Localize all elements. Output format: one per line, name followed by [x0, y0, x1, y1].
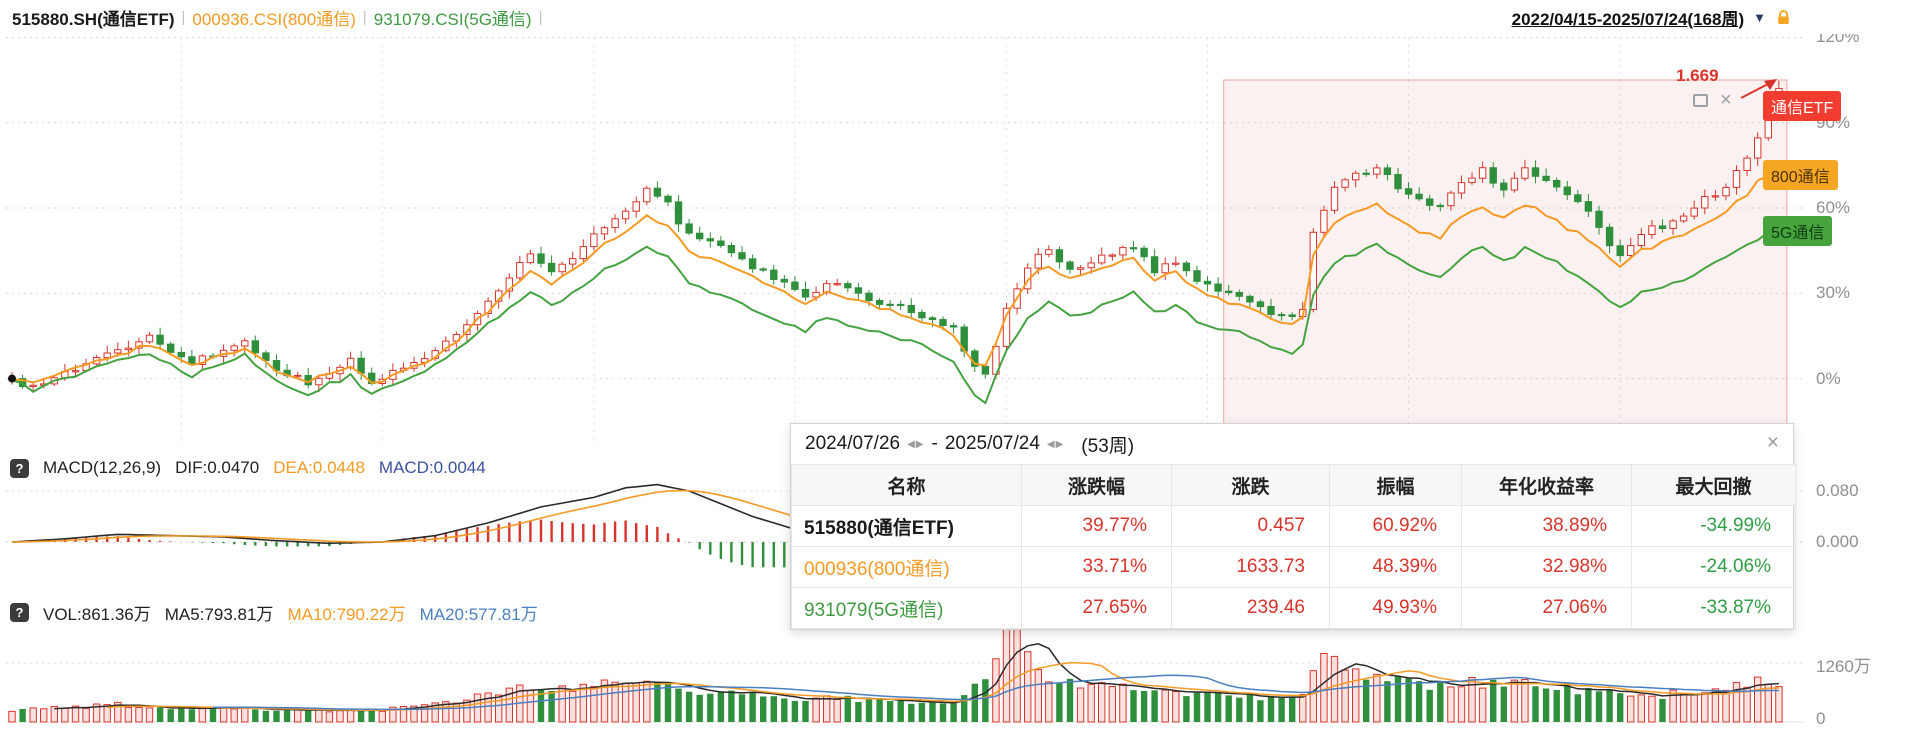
top-bar: 515880.SH(通信ETF) | 000936.CSI(800通信) | 9… — [0, 0, 1920, 34]
macd-label-row: ? MACD(12,26,9) DIF:0.0470 DEA:0.0448 MA… — [10, 458, 486, 478]
range-dash: - — [931, 433, 937, 455]
selection-close-icon[interactable]: × — [1720, 90, 1732, 110]
value-cell: 1633.73 — [1172, 547, 1330, 588]
symbol-tab-000936[interactable]: 000936.CSI(800通信) — [192, 5, 355, 30]
range-end-stepper-icon[interactable]: ◀▶ — [1047, 439, 1064, 450]
col-header: 名称 — [792, 465, 1022, 506]
y-axis-label-30: 30% — [1816, 283, 1850, 303]
value-cell: 38.89% — [1462, 506, 1632, 547]
value-cell: 0.457 — [1172, 506, 1330, 547]
volume-chart[interactable] — [0, 622, 1920, 727]
macd-axis-label-high: 0.080 — [1816, 481, 1859, 501]
vol-value: VOL:861.36万 — [43, 600, 151, 625]
help-icon[interactable]: ? — [10, 603, 29, 622]
popup-header: 2024/07/26 ◀▶ - 2025/07/24 ◀▶ (53周) × — [791, 424, 1793, 464]
table-row: 931079(5G通信) 27.65% 239.46 49.93% 27.06%… — [792, 588, 1796, 629]
series-badge-etf[interactable]: 通信ETF — [1763, 91, 1841, 121]
date-range-controls: 2022/04/15-2025/07/24(168周) ▼ — [1512, 0, 1792, 34]
value-cell: 27.65% — [1022, 588, 1172, 629]
col-header: 涨跌幅 — [1022, 465, 1172, 506]
popup-close-icon[interactable]: × — [1767, 432, 1779, 453]
range-stats-popup: 2024/07/26 ◀▶ - 2025/07/24 ◀▶ (53周) × 名称… — [790, 423, 1794, 630]
value-cell: 239.46 — [1172, 588, 1330, 629]
value-cell: -33.87% — [1632, 588, 1796, 629]
value-cell: -34.99% — [1632, 506, 1796, 547]
value-cell: 27.06% — [1462, 588, 1632, 629]
range-end-date: 2025/07/24 — [945, 433, 1040, 455]
name-cell: 931079(5G通信) — [792, 588, 1022, 629]
col-header: 年化收益率 — [1462, 465, 1632, 506]
y-axis-label-60: 60% — [1816, 198, 1850, 218]
value-cell: -24.06% — [1632, 547, 1796, 588]
selection-controls: × — [1693, 90, 1732, 110]
table-row: 000936(800通信) 33.71% 1633.73 48.39% 32.9… — [792, 547, 1796, 588]
value-cell: 48.39% — [1330, 547, 1462, 588]
value-cell: 60.92% — [1330, 506, 1462, 547]
range-stats-table: 名称 涨跌幅 涨跌 振幅 年化收益率 最大回撤 515880(通信ETF) 39… — [791, 464, 1796, 629]
symbol-tab-931079[interactable]: 931079.CSI(5G通信) — [374, 5, 532, 30]
value-cell: 32.98% — [1462, 547, 1632, 588]
range-start-date: 2024/07/26 — [805, 433, 900, 455]
chevron-down-icon[interactable]: ▼ — [1753, 10, 1766, 25]
vol-ma20-value: MA20:577.81万 — [420, 600, 538, 625]
macd-hist-value: MACD:0.0044 — [379, 458, 486, 478]
vol-axis-label-high: 1260万 — [1816, 652, 1871, 677]
save-image-icon[interactable] — [1693, 94, 1708, 107]
series-badge-5g[interactable]: 5G通信 — [1763, 216, 1832, 246]
range-week-count: (53周) — [1081, 431, 1134, 458]
y-axis-label-0: 0% — [1816, 369, 1841, 389]
macd-axis-label-zero: 0.000 — [1816, 532, 1859, 552]
vol-ma10-value: MA10:790.22万 — [287, 600, 405, 625]
name-cell: 000936(800通信) — [792, 547, 1022, 588]
range-start-stepper-icon[interactable]: ◀▶ — [907, 439, 924, 450]
macd-dif-value: DIF:0.0470 — [175, 458, 259, 478]
symbol-tab-515880[interactable]: 515880.SH(通信ETF) — [12, 5, 175, 30]
value-cell: 49.93% — [1330, 588, 1462, 629]
col-header: 最大回撤 — [1632, 465, 1796, 506]
name-cell: 515880(通信ETF) — [792, 506, 1022, 547]
col-header: 涨跌 — [1172, 465, 1330, 506]
date-range-label[interactable]: 2022/04/15-2025/07/24(168周) — [1512, 5, 1745, 30]
vol-axis-label-zero: 0 — [1816, 709, 1825, 729]
value-cell: 33.71% — [1022, 547, 1172, 588]
col-header: 振幅 — [1330, 465, 1462, 506]
table-header-row: 名称 涨跌幅 涨跌 振幅 年化收益率 最大回撤 — [792, 465, 1796, 506]
volume-label-row: ? VOL:861.36万 MA5:793.81万 MA10:790.22万 M… — [10, 600, 538, 625]
vol-ma5-value: MA5:793.81万 — [165, 600, 274, 625]
lock-icon[interactable] — [1775, 9, 1792, 26]
separator: | — [363, 9, 367, 26]
table-row: 515880(通信ETF) 39.77% 0.457 60.92% 38.89%… — [792, 506, 1796, 547]
main-price-chart[interactable] — [0, 34, 1920, 464]
value-cell: 39.77% — [1022, 506, 1172, 547]
last-price-label: 1.669 — [1676, 66, 1719, 86]
series-badge-800[interactable]: 800通信 — [1763, 160, 1838, 190]
separator: | — [182, 9, 186, 26]
macd-indicator-label: MACD(12,26,9) — [43, 458, 161, 478]
macd-dea-value: DEA:0.0448 — [273, 458, 365, 478]
help-icon[interactable]: ? — [10, 459, 29, 478]
separator: | — [539, 9, 543, 26]
